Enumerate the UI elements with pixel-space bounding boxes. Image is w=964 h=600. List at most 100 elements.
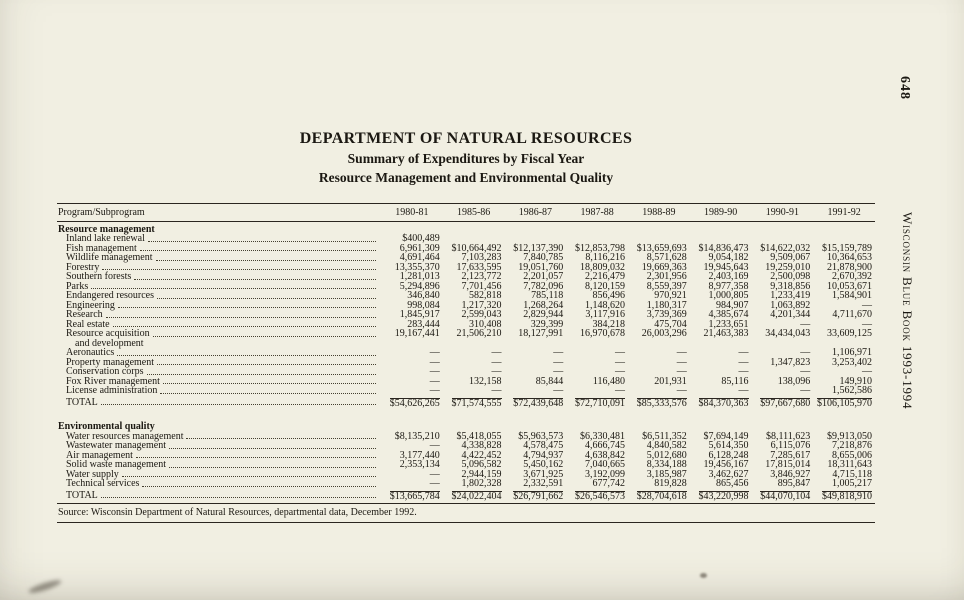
value-cell: 5,096,582 (461, 459, 502, 471)
value-cell: 7,840,785 (523, 252, 564, 264)
side-label: Wisconsin Blue Book 1993-1994 (900, 212, 915, 410)
dotted-leader (160, 392, 376, 394)
value-cell: 970,921 (654, 290, 687, 302)
value-cell: 2,216,479 (585, 271, 625, 283)
value-cell: 1,180,317 (646, 299, 687, 311)
value-cell: 2,829,944 (523, 309, 564, 321)
value-cell: $12,853,798 (575, 242, 625, 254)
section-spacer (57, 410, 875, 419)
value-cell: 6,115,076 (770, 440, 811, 452)
dotted-leader (186, 438, 376, 440)
value-cell: — (553, 356, 564, 368)
table-row: Fish management 6,961,309 $10,664,492 $12,1… (57, 244, 875, 254)
row-label: Endangered resources (66, 290, 155, 302)
column-header-year: 1986-87 (504, 203, 567, 222)
dotted-leader (135, 457, 376, 459)
expenditure-table-body: Resource management Inland lake renewal $4… (57, 221, 875, 504)
row-label: TOTAL (66, 489, 98, 501)
row-label-cell: Water supply (57, 470, 381, 480)
value-cell: — (676, 347, 687, 359)
value-cell: 475,704 (654, 318, 687, 330)
total-value-cell: $43,220,998 (698, 490, 749, 502)
value-cell: 85,116 (721, 375, 749, 387)
value-cell: 865,456 (716, 478, 749, 490)
table-row: Engineering 998,084 1,217,320 1,268,264 1,14… (57, 301, 875, 311)
row-label: TOTAL (66, 396, 98, 408)
row-label-cell: Endangered resources (57, 291, 381, 301)
value-cell: 4,691,464 (399, 252, 440, 264)
value-cell: 1,106,971 (832, 347, 872, 359)
value-cell: $14,836,473 (698, 242, 749, 254)
dotted-leader (121, 476, 376, 478)
value-cell: 1,562,586 (832, 385, 872, 397)
column-header-year: 1987-88 (566, 203, 628, 222)
row-label: Engineering (66, 299, 115, 311)
value-cell: 8,571,628 (646, 252, 687, 264)
total-value-cell: $106,105,970 (817, 397, 872, 409)
value-cell: 1,268,264 (523, 299, 564, 311)
value-cell: 329,399 (530, 318, 564, 330)
value-cell: 13,355,370 (394, 261, 440, 273)
row-label: Solid waste management (66, 459, 166, 471)
total-value-cell: $44,070,104 (760, 490, 811, 502)
value-cell: 21,878,900 (827, 261, 872, 273)
value-cell: 6,128,248 (708, 449, 749, 461)
value-cell: — (862, 318, 872, 330)
row-label-cell: Inland lake renewal (57, 234, 381, 244)
value-cell: 19,669,363 (641, 261, 687, 273)
doc-title: DEPARTMENT OF NATURAL RESOURCES (299, 130, 633, 147)
value-cell: 4,338,828 (461, 440, 502, 452)
table-row: Aeronautics — — — — — — — 1,106,971 (57, 348, 875, 358)
dotted-leader (117, 354, 376, 356)
value-cell: 21,463,383 (703, 328, 749, 340)
value-cell: 1,845,917 (399, 309, 440, 321)
total-value-cell: $26,791,662 (513, 490, 564, 502)
value-cell: 3,671,925 (523, 468, 564, 480)
value-cell: $5,963,573 (518, 430, 564, 442)
value-cell: — (615, 356, 625, 368)
value-cell: $15,159,789 (822, 242, 872, 254)
value-cell: 1,233,419 (770, 290, 811, 302)
value-cell: 19,259,010 (765, 261, 811, 273)
value-cell: 19,945,643 (703, 261, 749, 273)
column-header-year: 1989-90 (689, 203, 752, 222)
scan-artifact (700, 573, 707, 578)
total-value-cell: $71,574,555 (451, 397, 502, 409)
column-header-year: 1985-86 (442, 203, 505, 222)
value-cell: 1,584,901 (832, 290, 872, 302)
value-cell: — (491, 347, 502, 359)
value-cell: — (862, 366, 872, 378)
value-cell: 19,456,167 (703, 459, 749, 471)
total-value-cell: $28,704,618 (636, 490, 687, 502)
value-cell: 34,434,043 (765, 328, 811, 340)
value-cell: 116,480 (592, 375, 625, 387)
row-label-cell: License administration (57, 386, 381, 396)
value-cell: 2,123,772 (461, 271, 502, 283)
value-cell: 1,281,013 (399, 271, 440, 283)
value-cell: 8,559,397 (646, 280, 687, 292)
row-label-cell: Research (57, 310, 381, 320)
value-cell: 4,711,670 (832, 309, 872, 321)
value-cell: 4,794,937 (523, 449, 564, 461)
value-cell: — (738, 385, 749, 397)
value-cell: — (491, 366, 502, 378)
table-row: Inland lake renewal $400,489 (57, 234, 875, 244)
row-label: Fish management (66, 242, 137, 254)
value-cell: — (862, 299, 872, 311)
value-cell: — (676, 385, 687, 397)
dotted-leader (117, 307, 376, 309)
value-cell: — (553, 347, 564, 359)
row-label: Southern forests (66, 271, 132, 283)
row-label-continuation: and development (75, 337, 144, 349)
value-cell: 2,353,134 (399, 459, 440, 471)
value-cell: — (800, 318, 811, 330)
value-cell: 9,509,067 (770, 252, 811, 264)
value-cell: 2,599,043 (461, 309, 502, 321)
column-header-year: 1980-81 (381, 203, 443, 222)
value-cell: 18,127,991 (518, 328, 564, 340)
value-cell: 3,185,987 (646, 468, 687, 480)
dotted-leader (100, 497, 376, 499)
value-cell: $6,330,481 (580, 430, 625, 442)
table-row: Conservation corps — — — — — — — — (57, 367, 875, 377)
value-cell: 5,294,896 (399, 280, 440, 292)
